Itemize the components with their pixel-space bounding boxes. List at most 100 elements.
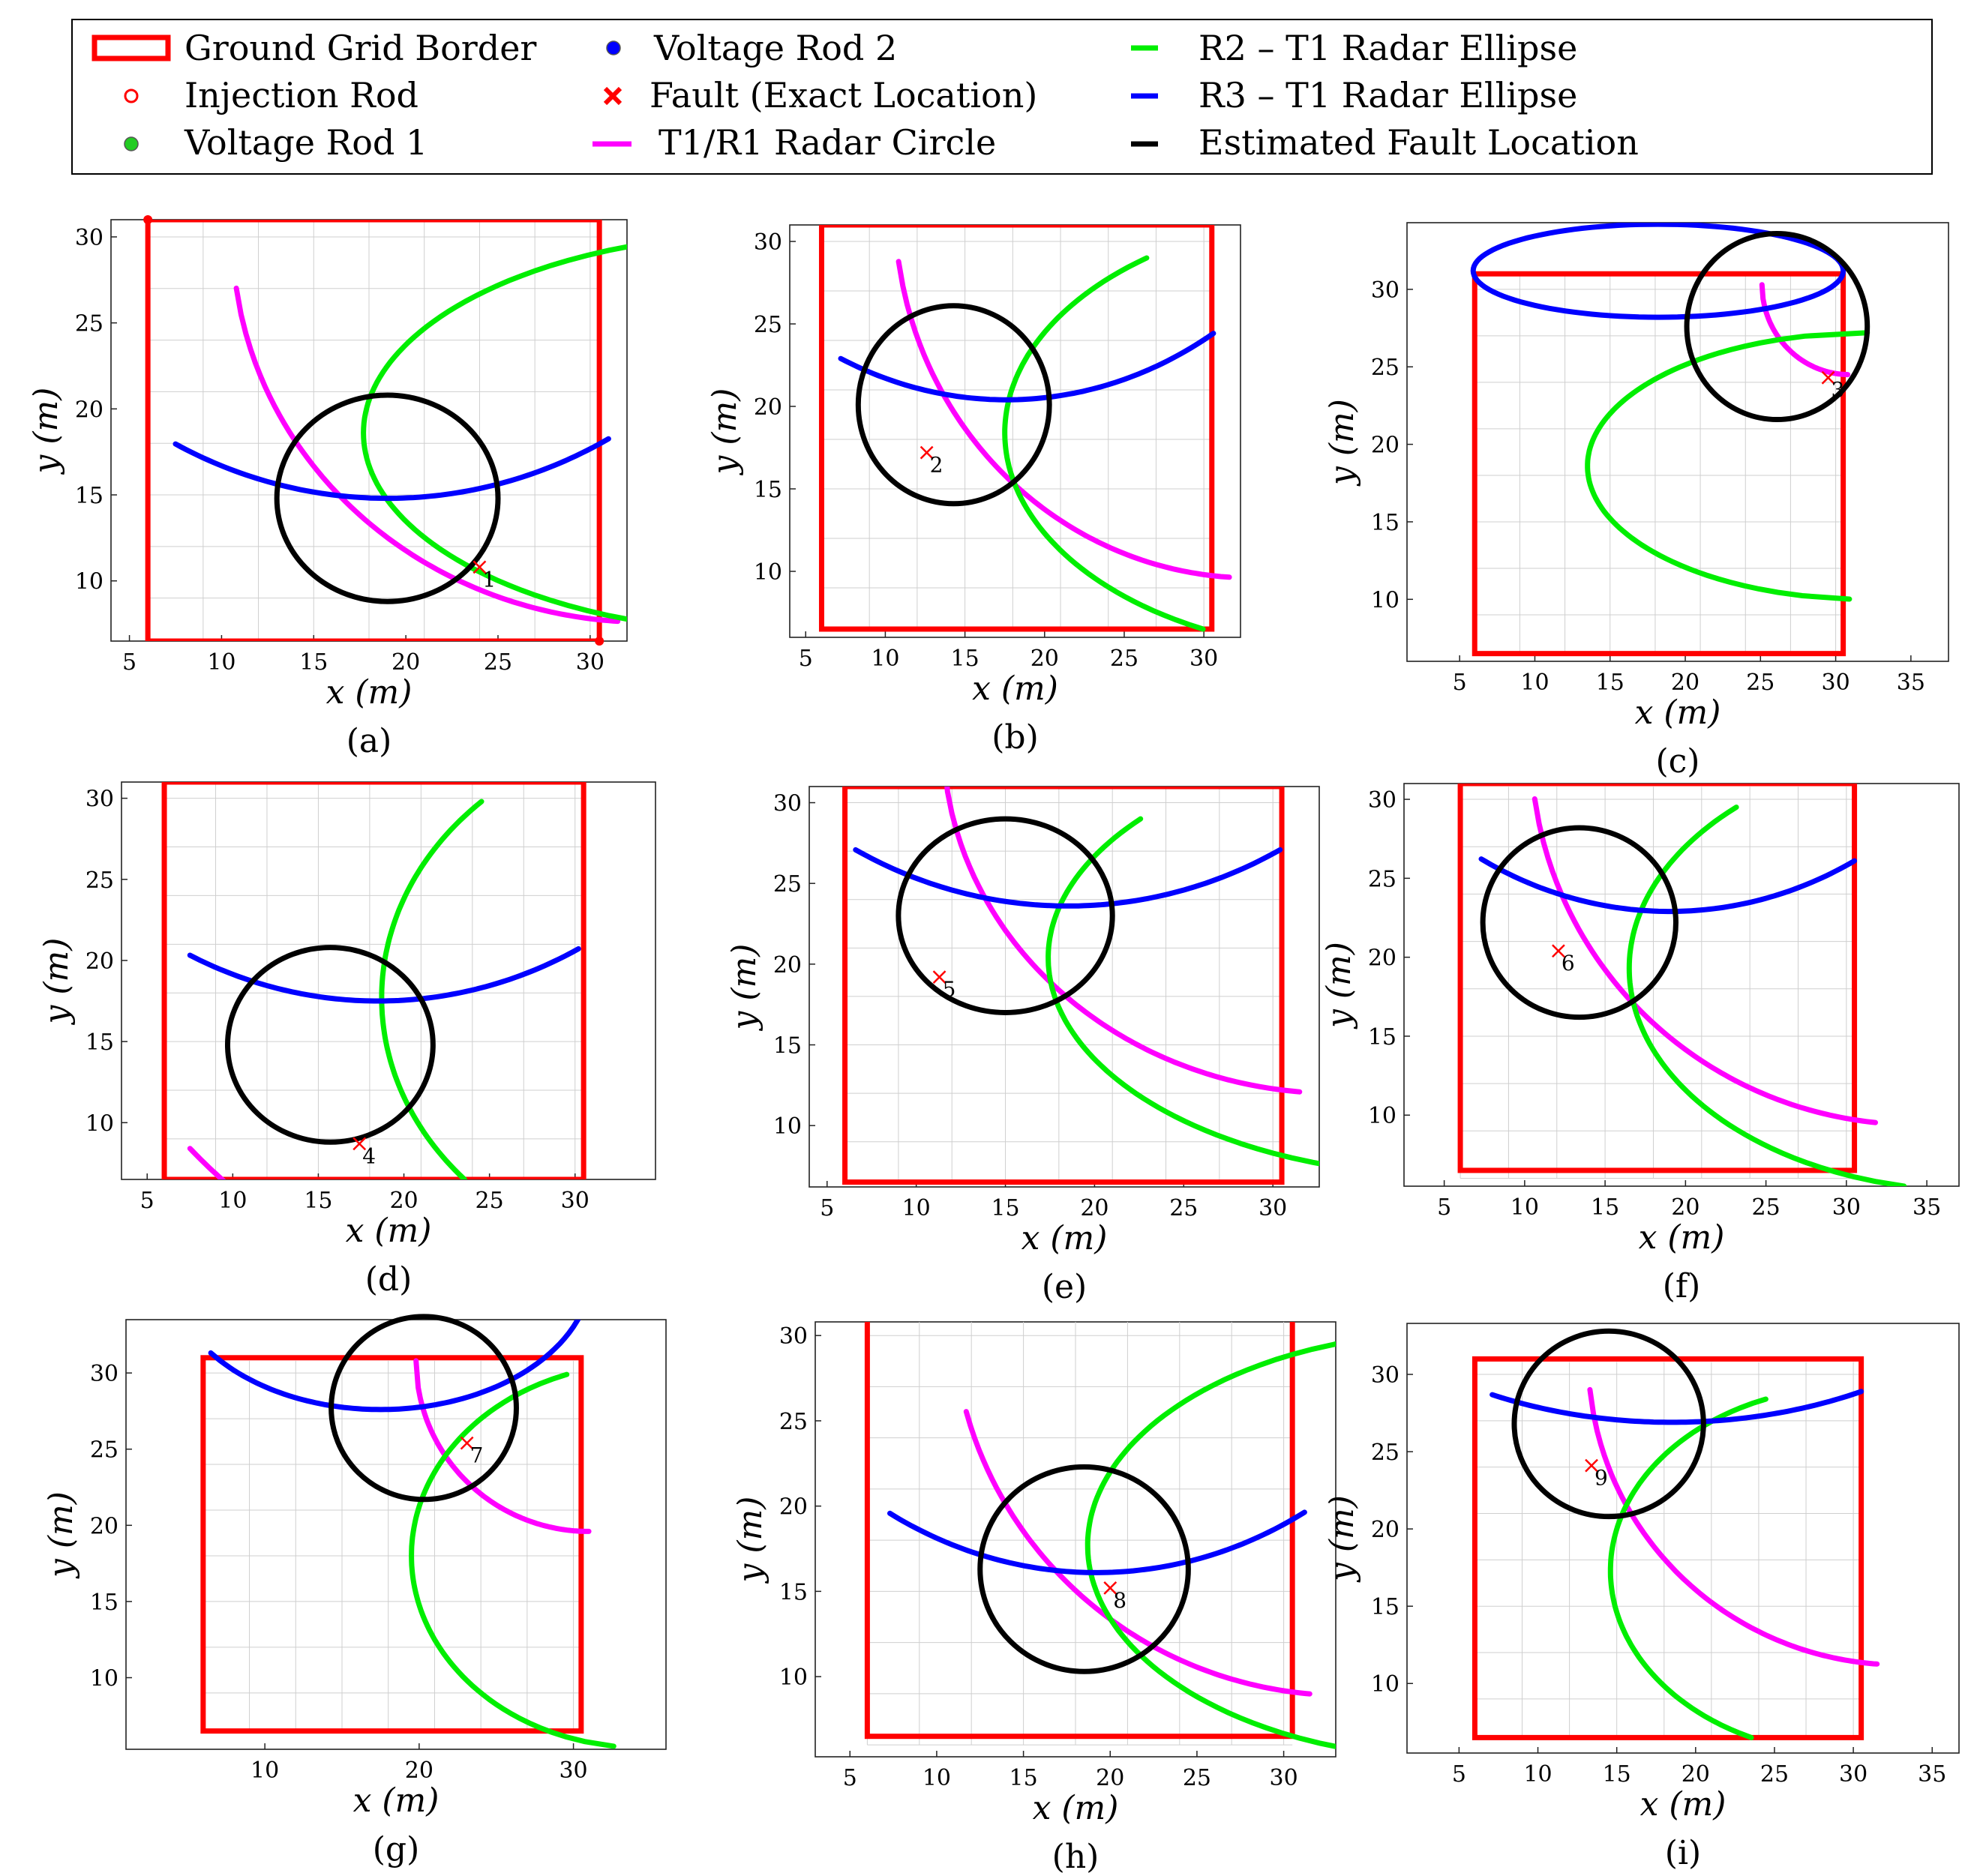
x-axis-label: x (m)	[972, 670, 1058, 708]
x-tick-label: 10	[1523, 1761, 1552, 1788]
y-tick-label: 10	[773, 1113, 802, 1140]
x-tick-label: 5	[799, 646, 813, 672]
y-tick-label: 30	[1371, 277, 1400, 304]
ground-grid-border	[161, 782, 586, 1179]
x-tick-label: 15	[951, 646, 980, 672]
y-tick-label: 25	[754, 312, 782, 338]
plot-area	[1406, 1323, 1960, 1754]
plot-content	[842, 787, 1319, 1185]
radar-ellipse-r2t1	[1046, 816, 1319, 1167]
ground-grid-border	[864, 1322, 1295, 1740]
panel-e: 5 10 15 20 25 30 10 15 20 25 30 5 x (m) y (m) (e)	[725, 786, 1320, 1306]
legend-label-ellipse3: R3 – T1 Radar Ellipse	[1198, 75, 1577, 115]
x-tick-label: 30	[1258, 1195, 1287, 1221]
y-tick-label: 10	[754, 559, 782, 586]
radar-circle-t1r1	[963, 1409, 1312, 1697]
plot-content	[864, 1322, 1336, 1749]
legend-box	[71, 19, 1933, 175]
radar-circle-t1r1	[944, 787, 1303, 1095]
radar-circle-t1r1	[1532, 796, 1878, 1125]
plot-content	[145, 220, 627, 641]
radar-ellipse-r2t1	[1607, 1396, 1768, 1740]
radar-ellipse-r2t1	[1585, 330, 1870, 602]
plot-content	[1457, 784, 1907, 1186]
x-tick-label: 10	[1520, 670, 1549, 696]
radar-ellipse-r3t1	[1490, 1389, 1864, 1425]
estimated-fault-location	[224, 945, 436, 1145]
y-tick-label: 10	[86, 1110, 114, 1137]
x-tick-label: 35	[1897, 670, 1925, 696]
y-tick-label: 15	[90, 1590, 118, 1616]
y-axis-label: y (m)	[1320, 942, 1358, 1029]
x-tick-label: 5	[122, 649, 136, 676]
fault-marker	[1585, 1458, 1598, 1473]
x-tick-label: 15	[991, 1195, 1019, 1221]
y-tick-label: 15	[754, 477, 782, 503]
legend-label-estimate: Estimated Fault Location	[1198, 122, 1639, 163]
x-axis-label: x (m)	[1635, 694, 1721, 732]
x-tick-label: 15	[1591, 1194, 1619, 1221]
x-tick-label: 10	[207, 649, 236, 676]
y-tick-label: 20	[754, 394, 782, 421]
panel-i: 5 10 15 20 25 30 35 10 15 20 25 30 9 x (m) y (m) (i)	[1323, 1323, 1960, 1872]
x-axis-label: x (m)	[1640, 1785, 1726, 1824]
plot-content	[818, 225, 1232, 632]
radar-circle-t1r1	[233, 285, 621, 625]
x-tick-label: 30	[1190, 646, 1218, 672]
radar-ellipse-r3t1	[172, 436, 611, 502]
y-tick-label: 10	[1368, 1103, 1396, 1129]
x-tick-label: 10	[922, 1765, 951, 1791]
radar-ellipse-r2t1	[1084, 1341, 1336, 1749]
fault-marker	[352, 1137, 367, 1151]
fault-label: 1	[482, 567, 496, 592]
y-tick-label: 25	[1371, 1440, 1400, 1466]
y-axis-label: y (m)	[731, 1497, 770, 1584]
legend-swatch-injection	[124, 88, 139, 103]
fault-marker	[1821, 370, 1835, 385]
radar-circle-t1r1	[896, 259, 1232, 580]
legend: Ground Grid Border Injection Rod Voltage…	[71, 19, 1933, 175]
y-tick-label: 20	[1371, 433, 1400, 459]
y-tick-label: 15	[1371, 510, 1400, 536]
fault-label: 4	[362, 1143, 376, 1168]
fault-marker	[1552, 944, 1565, 958]
x-tick-label: 20	[392, 649, 420, 676]
y-tick-label: 10	[1371, 587, 1400, 613]
x-tick-label: 5	[1437, 1194, 1451, 1221]
panel-caption: (e)	[1042, 1268, 1087, 1306]
panel-g: 10 20 30 10 15 20 25 30 7 x (m) y (m) (g)	[42, 1314, 667, 1869]
y-tick-label: 10	[90, 1666, 118, 1692]
fault-label: 9	[1594, 1466, 1608, 1491]
ground-grid-border	[1472, 1356, 1864, 1740]
y-tick-label: 25	[773, 871, 802, 898]
x-tick-label: 10	[871, 646, 899, 672]
fault-marker	[472, 560, 487, 574]
plot-area	[789, 224, 1241, 638]
x-tick-label: 5	[1453, 670, 1467, 696]
fault-marker-stroke	[920, 445, 934, 460]
x-tick-label: 15	[304, 1188, 332, 1214]
x-tick-label: 15	[1603, 1761, 1631, 1788]
fault-label: 7	[470, 1443, 484, 1468]
panel-caption: (c)	[1656, 742, 1700, 781]
y-tick-label: 20	[779, 1494, 808, 1521]
x-tick-label: 30	[561, 1188, 590, 1214]
plot-area	[121, 781, 656, 1180]
panel-h: 5 10 15 20 25 30 10 15 20 25 30 8 x (m) y (m) (h)	[731, 1321, 1336, 1876]
legend-swatch-vrod2	[606, 40, 621, 55]
panel-caption: (b)	[992, 718, 1039, 757]
x-tick-label: 5	[843, 1765, 857, 1791]
radar-ellipse-r2t1	[361, 244, 627, 622]
x-tick-label: 10	[1510, 1194, 1539, 1221]
x-tick-label: 30	[576, 649, 604, 676]
plot-content	[1472, 1356, 1880, 1740]
x-tick-label: 20	[1682, 1761, 1710, 1788]
ground-grid-border	[200, 1355, 584, 1734]
x-axis-label: x (m)	[326, 673, 412, 712]
x-tick-label: 15	[299, 649, 328, 676]
y-tick-label: 30	[779, 1323, 808, 1350]
x-tick-label: 25	[1760, 1761, 1789, 1788]
y-tick-label: 25	[1371, 355, 1400, 381]
